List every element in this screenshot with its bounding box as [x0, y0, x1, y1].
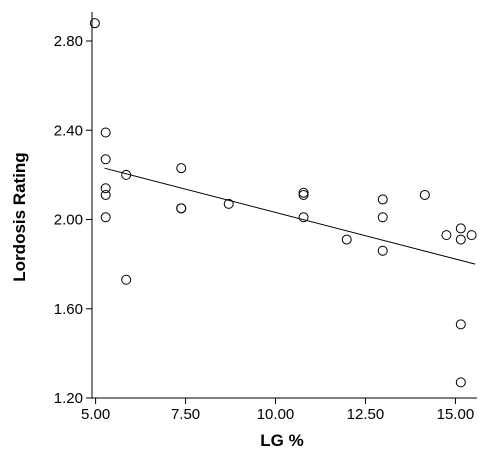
data-point — [419, 189, 430, 200]
data-point — [298, 189, 309, 200]
data-point — [377, 212, 388, 223]
data-point — [100, 127, 111, 138]
data-point — [121, 274, 132, 285]
data-point — [441, 230, 452, 241]
data-point — [466, 230, 477, 241]
y-axis-title: Lordosis Rating — [10, 152, 29, 281]
x-axis: 5.00 7.50 10.00 12.50 15.00 — [81, 397, 477, 423]
data-point — [377, 245, 388, 256]
data-point — [455, 377, 466, 388]
x-tick-label: 10.00 — [257, 406, 295, 423]
y-tick-label: 1.60 — [54, 301, 83, 318]
data-point — [100, 212, 111, 223]
data-point — [298, 187, 309, 198]
regression-line-group — [104, 167, 476, 265]
y-tick-label: 2.80 — [54, 33, 83, 50]
x-tick-label: 15.00 — [437, 406, 475, 423]
x-tick-label: 12.50 — [347, 406, 385, 423]
y-tick-label: 1.20 — [54, 390, 83, 407]
y-tick-label: 2.00 — [54, 212, 83, 229]
data-point — [121, 169, 132, 180]
y-tick-label: 2.40 — [54, 122, 83, 139]
x-axis-title: LG % — [260, 431, 303, 450]
data-point — [455, 234, 466, 245]
data-point — [298, 212, 309, 223]
x-tick-label: 5.00 — [81, 406, 110, 423]
data-point — [341, 234, 352, 245]
data-point — [223, 198, 234, 209]
x-tick-label: 7.50 — [171, 406, 200, 423]
data-point — [100, 183, 111, 194]
data-point — [455, 223, 466, 234]
data-point — [100, 189, 111, 200]
data-point — [176, 203, 187, 214]
data-point — [176, 163, 187, 174]
data-point — [455, 319, 466, 330]
data-point — [100, 154, 111, 165]
y-axis: 1.20 1.60 2.00 2.40 2.80 — [54, 12, 93, 407]
regression-line — [104, 167, 476, 265]
data-point — [89, 18, 100, 29]
data-points — [89, 18, 477, 388]
data-point — [377, 194, 388, 205]
